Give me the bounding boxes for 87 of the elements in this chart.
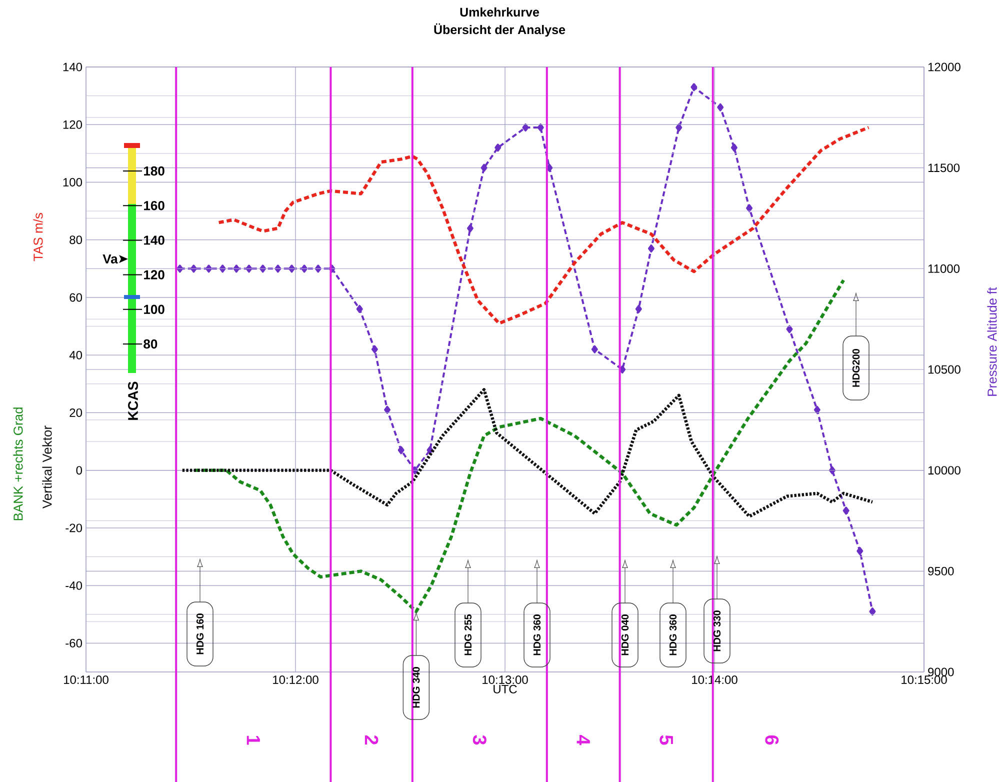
point bbox=[246, 264, 252, 273]
point bbox=[730, 144, 738, 152]
point bbox=[190, 264, 197, 273]
y-tick-label: -60 bbox=[66, 638, 82, 648]
y-tick-label: -40 bbox=[66, 581, 82, 590]
point bbox=[522, 123, 529, 132]
line-series bbox=[217, 126, 870, 325]
point bbox=[676, 123, 682, 132]
line-series bbox=[180, 388, 874, 518]
point bbox=[219, 264, 226, 273]
point bbox=[635, 304, 642, 313]
text: 1 bbox=[246, 736, 260, 745]
annotation: 80 bbox=[144, 339, 158, 349]
point bbox=[869, 607, 876, 616]
annotation: 140 bbox=[144, 236, 164, 245]
y-tick-label: 80 bbox=[70, 236, 82, 244]
y2-tick-label: 10500 bbox=[928, 365, 960, 374]
point bbox=[398, 446, 404, 454]
text: 6 bbox=[765, 735, 779, 745]
point bbox=[814, 406, 820, 414]
annotation: HDG 160 bbox=[196, 614, 204, 654]
point bbox=[856, 546, 864, 555]
point bbox=[690, 83, 698, 92]
annotation: HDG200 bbox=[852, 348, 860, 387]
y2-tick-label: 12000 bbox=[928, 62, 960, 72]
point bbox=[233, 264, 240, 273]
text: TAS m/s bbox=[33, 213, 43, 262]
point bbox=[206, 264, 212, 273]
point bbox=[356, 304, 363, 313]
x-tick-label: 10:15:00 bbox=[902, 676, 947, 684]
annotation: HDG 360 bbox=[669, 614, 677, 656]
point bbox=[537, 123, 544, 132]
point bbox=[591, 345, 598, 354]
text: Pressure Altitude ft bbox=[987, 287, 997, 396]
y-tick-label: 140 bbox=[63, 62, 82, 72]
annotation: 120 bbox=[144, 270, 164, 280]
annotation: KCAS bbox=[128, 382, 138, 420]
point bbox=[746, 204, 753, 212]
text: 2 bbox=[364, 735, 378, 745]
x-tick-label: 10:13:00 bbox=[482, 676, 528, 684]
text: 4 bbox=[576, 734, 590, 746]
point bbox=[480, 164, 488, 172]
y-tick-label: 0 bbox=[76, 466, 82, 475]
y2-tick-label: 11500 bbox=[928, 164, 960, 172]
text: Vertikal Vektor bbox=[42, 426, 52, 508]
point bbox=[842, 506, 850, 515]
text: BANK +rechts Grad bbox=[13, 408, 23, 520]
y2-tick-label: 9500 bbox=[928, 566, 954, 576]
point bbox=[260, 264, 266, 273]
y-tick-label: 120 bbox=[63, 120, 82, 129]
y2-tick-label: 11000 bbox=[928, 264, 960, 273]
annotation: HDG 330 bbox=[713, 610, 721, 652]
x-tick-label: 10:12:00 bbox=[273, 676, 318, 684]
annotation: 100 bbox=[144, 304, 164, 314]
annotation: HDG 360 bbox=[533, 614, 541, 656]
annotation: 180 bbox=[144, 166, 164, 176]
point bbox=[371, 345, 378, 354]
text: 5 bbox=[660, 735, 673, 745]
point bbox=[466, 224, 474, 232]
point bbox=[648, 244, 654, 252]
point bbox=[717, 103, 724, 112]
x-axis-title: UTC bbox=[494, 684, 517, 694]
point bbox=[314, 264, 322, 273]
annotation: HDG 340 bbox=[412, 667, 420, 708]
annotation: HDG 255 bbox=[464, 614, 472, 656]
point bbox=[288, 264, 295, 273]
y-tick-label: -20 bbox=[66, 524, 82, 532]
y-tick-label: 20 bbox=[70, 408, 82, 417]
annotation: HDG 040 bbox=[621, 614, 629, 656]
annotation: Va bbox=[102, 254, 118, 264]
point bbox=[494, 144, 502, 152]
y2-tick-label: 9000 bbox=[928, 668, 954, 676]
x-tick-label: 10:11:00 bbox=[64, 676, 108, 684]
y-tick-label: 60 bbox=[70, 293, 82, 302]
point bbox=[274, 264, 282, 273]
point bbox=[176, 264, 184, 273]
chart-title: Umkehrkurve bbox=[460, 7, 540, 17]
point bbox=[828, 466, 836, 474]
chart-subtitle: Übersicht der Analyse bbox=[434, 23, 566, 37]
point bbox=[301, 264, 308, 273]
annotation: 160 bbox=[144, 200, 164, 210]
y-tick-label: 40 bbox=[69, 350, 82, 360]
text: 3 bbox=[472, 735, 486, 745]
y-tick-label: 100 bbox=[63, 178, 82, 186]
point bbox=[384, 406, 391, 414]
point bbox=[786, 325, 793, 334]
y2-tick-label: 10000 bbox=[928, 466, 960, 475]
